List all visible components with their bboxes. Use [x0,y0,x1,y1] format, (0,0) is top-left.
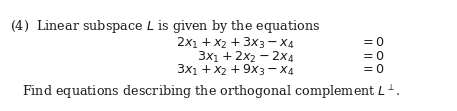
Text: $= 0$: $= 0$ [360,50,385,63]
Text: $3x_1 + 2x_2 - 2x_4$: $3x_1 + 2x_2 - 2x_4$ [197,50,295,65]
Text: $= 0$: $= 0$ [360,63,385,76]
Text: $= 0$: $= 0$ [360,36,385,49]
Text: (4)  Linear subspace $L$ is given by the equations: (4) Linear subspace $L$ is given by the … [10,18,320,35]
Text: $2x_1 + x_2 + 3x_3 - x_4$: $2x_1 + x_2 + 3x_3 - x_4$ [176,36,295,51]
Text: $3x_1 + x_2 + 9x_3 - x_4$: $3x_1 + x_2 + 9x_3 - x_4$ [176,63,295,78]
Text: Find equations describing the orthogonal complement $L^\perp$.: Find equations describing the orthogonal… [22,83,401,101]
